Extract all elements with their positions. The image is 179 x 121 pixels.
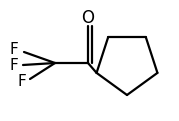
Text: F: F: [18, 75, 26, 90]
Text: O: O: [81, 9, 95, 27]
Text: F: F: [10, 42, 18, 57]
Text: F: F: [10, 57, 18, 72]
